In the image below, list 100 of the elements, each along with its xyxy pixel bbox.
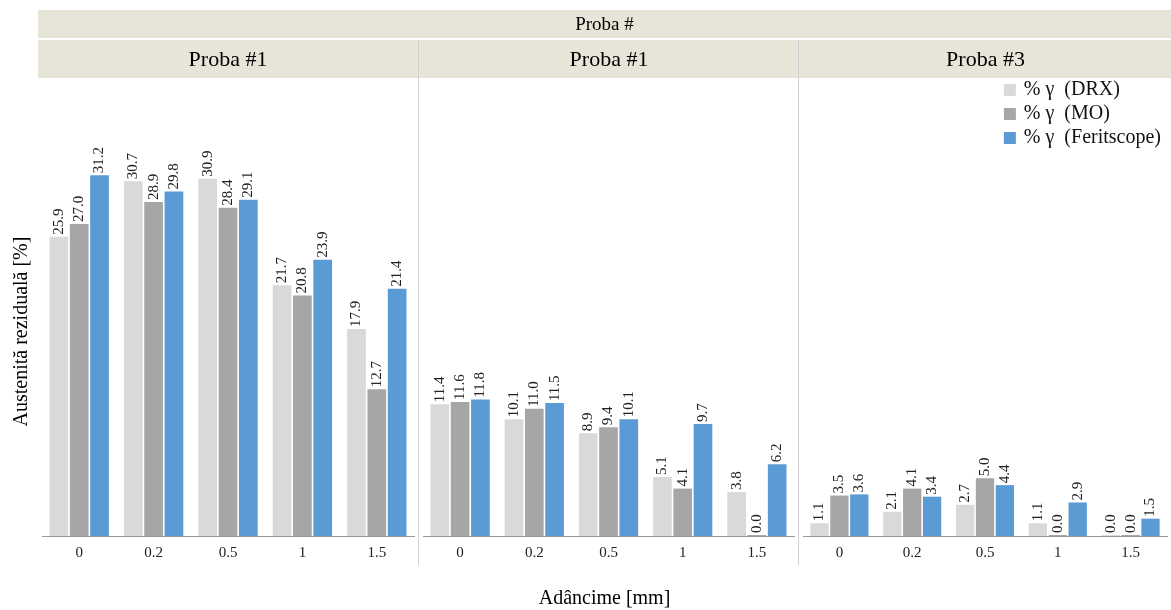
bar <box>578 433 598 536</box>
x-tick-label: 1.5 <box>1121 543 1140 560</box>
x-tick-label: 0.5 <box>599 543 618 560</box>
data-label: 11.4 <box>430 376 447 403</box>
bar <box>198 178 218 536</box>
data-label: 2.9 <box>1068 481 1085 501</box>
bar <box>218 207 238 536</box>
data-label: 21.7 <box>273 256 289 284</box>
data-label: 30.7 <box>124 152 141 180</box>
data-label: 3.8 <box>727 471 744 491</box>
data-label: 6.2 <box>768 443 785 463</box>
bar <box>69 223 89 536</box>
bar <box>347 329 366 536</box>
bar <box>767 464 787 536</box>
x-tick-label: 0.5 <box>218 543 238 560</box>
data-label: 29.1 <box>239 171 256 198</box>
x-tick-label: 0 <box>835 543 844 560</box>
data-label: 2.1 <box>883 490 900 510</box>
bar <box>471 399 490 536</box>
bar <box>693 423 713 536</box>
legend-label: % γ (MO) <box>1023 101 1110 125</box>
bar <box>975 478 995 536</box>
data-label: 5.0 <box>975 457 992 477</box>
data-label: 3.4 <box>923 475 940 495</box>
x-tick-label: 0 <box>456 543 464 560</box>
data-label: 21.4 <box>388 259 405 287</box>
x-tick-label: 0.5 <box>975 543 995 560</box>
data-label: 0.0 <box>747 514 764 533</box>
x-tick-label: 1 <box>298 543 307 560</box>
bar <box>1141 518 1160 536</box>
bar <box>164 191 184 536</box>
x-tick-label: 0.2 <box>902 543 922 560</box>
bar <box>1068 502 1087 536</box>
legend-label: % γ (Feritscope) <box>1023 125 1162 149</box>
data-label: 10.1 <box>619 391 636 418</box>
bar <box>430 404 450 536</box>
y-axis-title: Austenită reziduală [%] <box>8 235 32 429</box>
data-label: 9.4 <box>599 406 616 426</box>
data-label: 4.1 <box>673 467 690 487</box>
bar <box>810 523 829 536</box>
bar <box>830 495 849 536</box>
data-label: 17.9 <box>347 300 364 328</box>
bar <box>123 181 143 536</box>
bar <box>272 285 292 536</box>
data-label: 3.6 <box>850 473 867 493</box>
legend-label: % γ (DRX) <box>1023 77 1120 101</box>
data-label: 0.0 <box>1121 514 1138 533</box>
data-label: 0.0 <box>1048 514 1065 533</box>
x-axis-title: Adâncime [mm] <box>537 586 672 609</box>
data-label: 20.8 <box>293 267 310 294</box>
x-tick-label: 0.2 <box>524 543 544 560</box>
bar <box>883 511 902 536</box>
data-label: 0.0 <box>1101 514 1118 533</box>
bar <box>524 408 544 536</box>
data-label: 1.1 <box>1028 502 1045 522</box>
data-label: 11.5 <box>545 375 562 402</box>
data-label: 3.5 <box>830 474 847 494</box>
data-label: 11.0 <box>525 381 542 407</box>
x-tick-label: 1 <box>678 543 687 560</box>
x-tick-label: 0 <box>75 543 83 560</box>
bar <box>599 427 618 536</box>
data-label: 1.1 <box>810 502 827 522</box>
data-label: 28.4 <box>218 178 235 206</box>
bar <box>313 259 333 536</box>
bar <box>90 175 109 536</box>
bar <box>504 419 524 536</box>
bar <box>955 504 975 536</box>
bar <box>293 295 312 536</box>
data-label: 4.1 <box>903 467 920 487</box>
bar <box>673 488 693 536</box>
x-tick-label: 1.5 <box>367 543 387 560</box>
bar <box>367 389 387 536</box>
data-label: 29.8 <box>164 163 181 190</box>
bar <box>922 496 942 536</box>
chart-title: Proba #1 <box>419 40 799 78</box>
data-label: 11.6 <box>451 373 468 400</box>
bar <box>144 201 163 536</box>
bar <box>450 401 470 536</box>
chart-title: Proba #3 <box>799 40 1171 78</box>
data-label: 9.7 <box>693 402 710 422</box>
data-label: 12.7 <box>367 360 384 388</box>
data-label: 10.1 <box>504 391 521 418</box>
data-label: 28.9 <box>144 173 161 200</box>
bar <box>903 488 922 536</box>
bar <box>995 485 1015 536</box>
bar <box>1028 523 1048 536</box>
x-tick-label: 0.2 <box>144 543 163 560</box>
data-label: 25.9 <box>49 208 66 235</box>
bar <box>49 236 69 536</box>
bar <box>619 419 639 536</box>
bar <box>653 477 672 536</box>
data-label: 11.8 <box>471 371 488 398</box>
data-label: 4.4 <box>995 463 1012 484</box>
x-tick-label: 1.5 <box>747 543 767 560</box>
text: Proba # <box>38 10 1171 38</box>
x-tick-label: 1 <box>1054 543 1062 560</box>
data-label: 8.9 <box>579 412 596 432</box>
bar <box>727 492 746 536</box>
bar <box>850 494 869 536</box>
data-label: 1.5 <box>1141 497 1158 517</box>
